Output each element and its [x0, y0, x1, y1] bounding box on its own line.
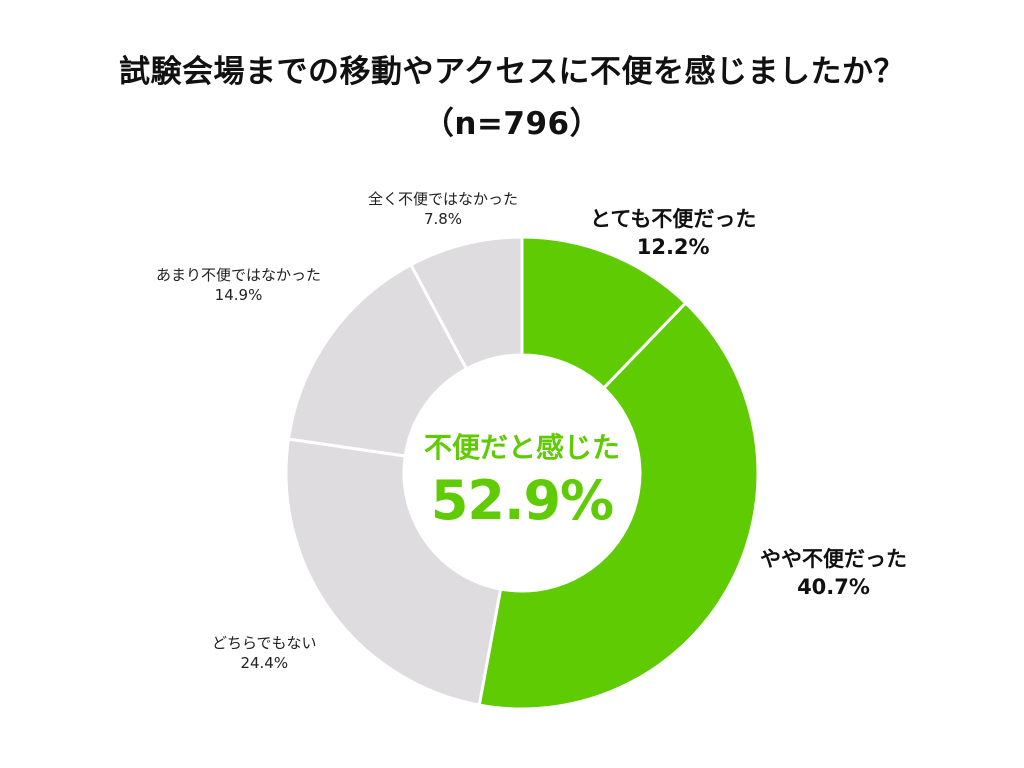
- donut-slice-4: [409, 235, 524, 371]
- donut-slice-2: [284, 437, 503, 707]
- slice-label-3-value: 14.9%: [214, 285, 263, 304]
- slice-label-4: 全く不便ではなかった 7.8%: [368, 190, 518, 229]
- donut-slice-3: [286, 263, 468, 458]
- donut-slice-0: [520, 235, 688, 390]
- slice-label-3: あまり不便ではなかった 14.9%: [156, 266, 321, 305]
- slice-label-2-name: どちらでもない: [212, 634, 317, 652]
- chart-title-line-1: 試験会場までの移動やアクセスに不便を感じましたか？: [119, 54, 905, 90]
- slice-label-2-value: 24.4%: [240, 653, 289, 672]
- donut-hole: [405, 356, 639, 590]
- slice-label-1: やや不便だった 40.7%: [760, 546, 907, 601]
- center-value: 52.9%: [430, 469, 614, 532]
- slice-label-0-value: 12.2%: [636, 234, 710, 259]
- slice-label-2: どちらでもない 24.4%: [212, 634, 317, 673]
- slice-label-0: とても不便だった 12.2%: [590, 206, 756, 261]
- slice-label-4-name: 全く不便ではなかった: [368, 190, 519, 208]
- slice-label-4-value: 7.8%: [423, 209, 463, 228]
- slice-label-1-value: 40.7%: [797, 574, 870, 599]
- slice-label-3-name: あまり不便ではなかった: [156, 266, 322, 284]
- center-caption: 不便だと感じた: [423, 431, 621, 464]
- slice-label-0-name: とても不便だった: [590, 207, 757, 231]
- center-summary: 不便だと感じた 52.9%: [424, 428, 620, 534]
- chart-title-line-2: （n=796）: [422, 106, 602, 142]
- chart-title: 試験会場までの移動やアクセスに不便を感じましたか？ （n=796）: [0, 46, 1024, 150]
- slice-label-1-name: やや不便だった: [760, 547, 907, 571]
- donut-slice-1: [477, 301, 760, 711]
